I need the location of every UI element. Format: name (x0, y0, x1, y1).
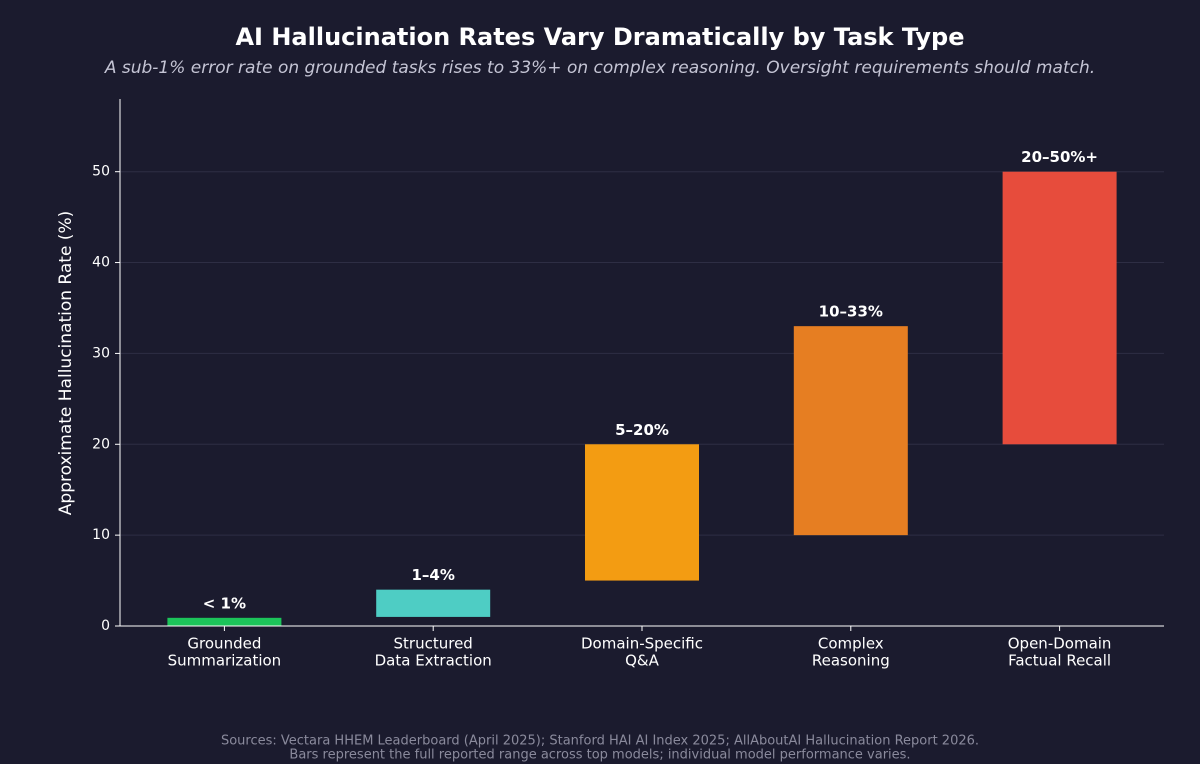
x-tick-label: Summarization (168, 652, 282, 670)
x-tick-label: Open-Domain (1008, 635, 1112, 653)
x-tick-label: Complex (818, 635, 884, 653)
bar (376, 589, 491, 617)
y-tick-label: 30 (92, 345, 110, 361)
y-tick-label: 40 (92, 255, 110, 271)
x-tick-label: Data Extraction (375, 652, 492, 670)
plot-area (167, 171, 1117, 626)
x-tick-label: Grounded (187, 635, 261, 653)
bar (1002, 171, 1117, 445)
y-axis-label: Approximate Hallucination Rate (%) (56, 211, 76, 515)
y-tick-label: 20 (92, 436, 110, 452)
x-tick-label: Structured (394, 635, 473, 653)
chart-title: AI Hallucination Rates Vary Dramatically… (235, 23, 964, 51)
value-label: 10–33% (819, 303, 883, 321)
y-tick-label: 0 (101, 618, 110, 634)
footnote: Sources: Vectara HHEM Leaderboard (April… (221, 734, 979, 749)
y-tick-label: 10 (92, 527, 110, 543)
value-label: < 1% (203, 594, 246, 612)
x-tick-label: Factual Recall (1008, 652, 1111, 670)
value-label: 20–50%+ (1021, 148, 1098, 166)
x-tick-label: Q&A (625, 652, 660, 670)
x-tick-label: Domain-Specific (581, 635, 703, 653)
footnote: Bars represent the full reported range a… (289, 748, 910, 763)
value-label: 1–4% (411, 566, 454, 584)
bar (793, 326, 908, 536)
y-tick-label: 50 (92, 164, 110, 180)
value-label: 5–20% (615, 421, 669, 439)
bar (585, 444, 699, 581)
chart-subtitle: A sub-1% error rate on grounded tasks ri… (104, 58, 1095, 78)
x-tick-label: Reasoning (812, 652, 890, 670)
bar (167, 617, 282, 626)
